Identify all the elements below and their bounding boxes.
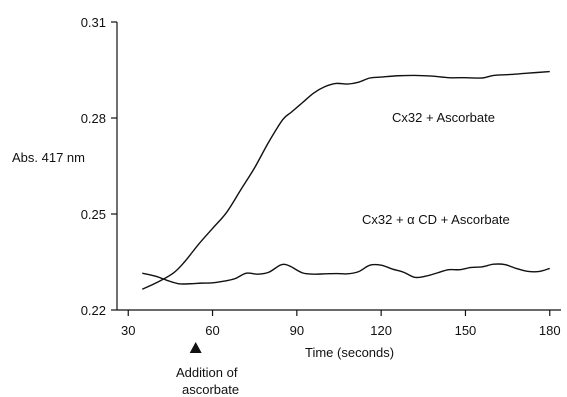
x-tick-label: 150 bbox=[455, 323, 477, 338]
addition-label-line2: ascorbate bbox=[182, 382, 239, 397]
x-tick-label: 30 bbox=[121, 323, 135, 338]
x-tick-label: 90 bbox=[290, 323, 304, 338]
y-tick-label: 0.28 bbox=[81, 111, 106, 126]
series-line-1 bbox=[141, 70, 550, 290]
x-tick-label: 180 bbox=[539, 323, 561, 338]
y-ticks: 0.22 0.25 0.28 0.31 bbox=[81, 15, 117, 318]
x-tick-label: 120 bbox=[370, 323, 392, 338]
x-ticks: 30 60 90 120 150 180 bbox=[121, 310, 561, 338]
y-tick-label: 0.25 bbox=[81, 207, 106, 222]
addition-label-line1: Addition of bbox=[176, 365, 238, 380]
y-axis-title: Abs. 417 nm bbox=[12, 150, 85, 165]
x-axis-title: Time (seconds) bbox=[305, 345, 394, 360]
y-tick-label: 0.31 bbox=[81, 15, 106, 30]
series-line-2 bbox=[142, 263, 550, 285]
x-tick-label: 60 bbox=[205, 323, 219, 338]
addition-arrow-marker bbox=[189, 342, 202, 353]
series-label-1: Cx32 + Ascorbate bbox=[392, 110, 495, 125]
series-group bbox=[141, 70, 550, 290]
series-label-2: Cx32 + α CD + Ascorbate bbox=[362, 212, 510, 227]
y-tick-label: 0.22 bbox=[81, 303, 106, 318]
